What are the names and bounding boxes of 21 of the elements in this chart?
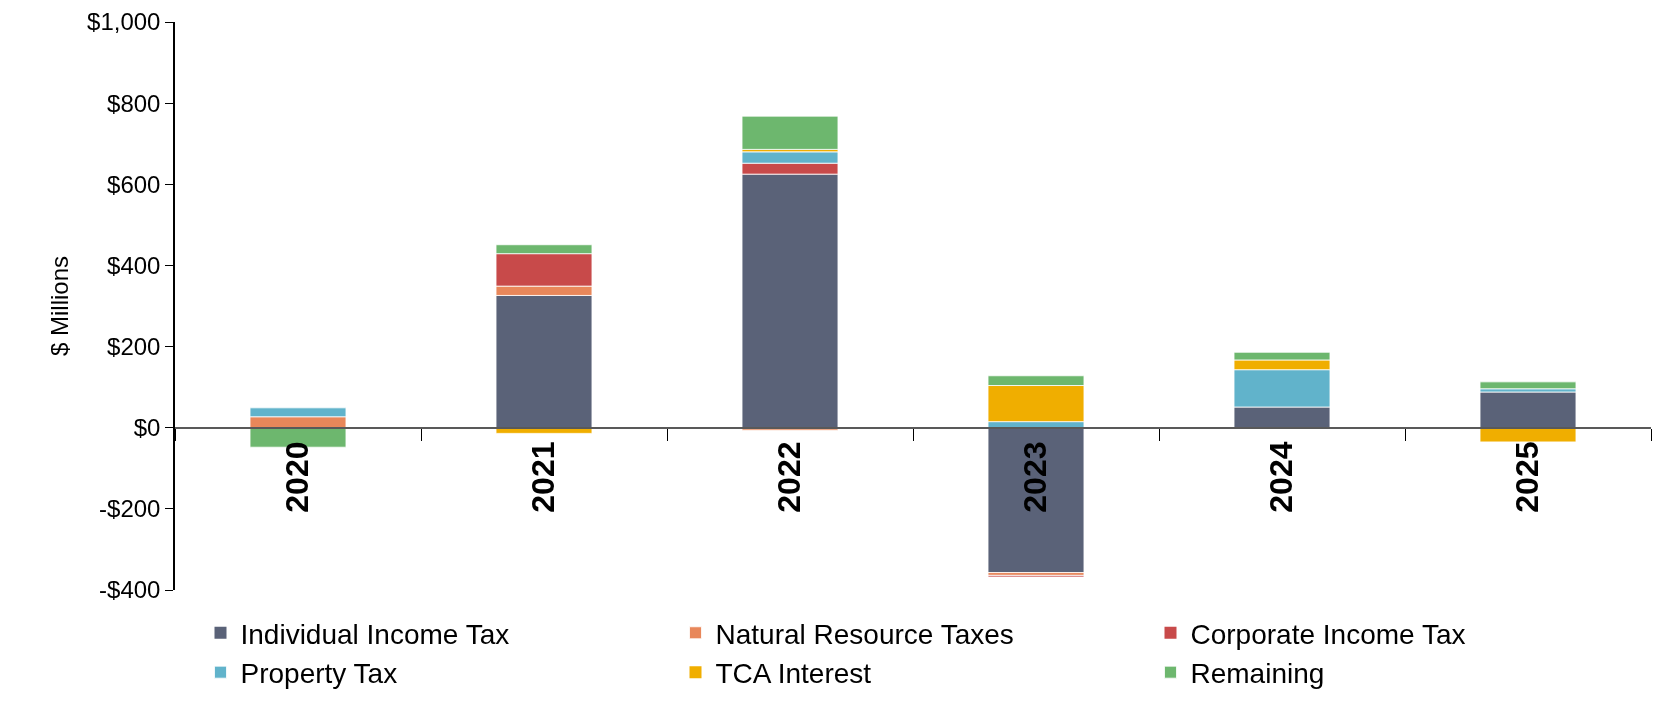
y-axis-title: $ Millions [45,255,73,357]
y-tick-label: $800 [107,89,161,117]
y-tick-label: -$400 [99,576,161,604]
x-tick-label: 2021 [525,441,562,513]
x-tick-label: 2025 [1509,441,1546,513]
legend-label: Remaining [1190,658,1325,690]
legend-label: TCA Interest [715,658,872,690]
x-tick-label: 2024 [1263,441,1300,513]
y-tick-label: $1,000 [87,8,161,36]
y-tick-label: $600 [107,170,161,198]
legend-label: Individual Income Tax [240,618,510,650]
x-tick-label: 2023 [1017,441,1054,513]
legend-label: Corporate Income Tax [1190,618,1466,650]
x-tick-label: 2022 [771,441,808,513]
x-tick-label: 2020 [279,441,316,513]
y-tick-label: $200 [107,332,161,360]
y-tick-label: -$200 [99,495,161,523]
legend-label: Property Tax [240,658,398,690]
y-tick-label: $0 [133,414,161,442]
y-tick-label: $400 [107,251,161,279]
legend-label: Natural Resource Taxes [715,618,1014,650]
